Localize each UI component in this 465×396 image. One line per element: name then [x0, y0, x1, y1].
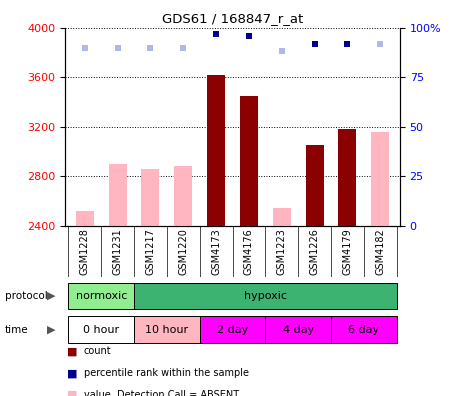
Text: GSM1217: GSM1217: [146, 228, 155, 275]
Bar: [109, 164, 126, 226]
Text: 10 hour: 10 hour: [145, 325, 188, 335]
Text: ▶: ▶: [46, 325, 55, 335]
Text: GSM4182: GSM4182: [375, 228, 385, 275]
Text: ■: ■: [67, 368, 78, 378]
Text: GSM4173: GSM4173: [211, 228, 221, 275]
Text: percentile rank within the sample: percentile rank within the sample: [84, 368, 249, 378]
Point: [179, 44, 187, 51]
Bar: [134, 316, 199, 343]
Bar: [199, 316, 266, 343]
Bar: [331, 316, 397, 343]
Bar: [306, 145, 324, 226]
Text: protocol: protocol: [5, 291, 47, 301]
Text: count: count: [84, 346, 111, 356]
Text: value, Detection Call = ABSENT: value, Detection Call = ABSENT: [84, 390, 239, 396]
Point: [147, 44, 154, 51]
Text: GSM4176: GSM4176: [244, 228, 254, 275]
Bar: [134, 283, 397, 309]
Text: GSM1231: GSM1231: [113, 228, 123, 275]
Point: [311, 40, 318, 47]
Text: 0 hour: 0 hour: [83, 325, 119, 335]
Bar: [68, 316, 134, 343]
Point: [213, 30, 220, 37]
Text: GSM1228: GSM1228: [80, 228, 90, 275]
Text: GSM1220: GSM1220: [178, 228, 188, 275]
Bar: [141, 169, 159, 226]
Bar: [240, 96, 258, 226]
Text: GSM1226: GSM1226: [310, 228, 319, 275]
Point: [81, 44, 88, 51]
Text: hypoxic: hypoxic: [244, 291, 287, 301]
Text: time: time: [5, 325, 28, 335]
Point: [377, 40, 384, 47]
Text: 2 day: 2 day: [217, 325, 248, 335]
Text: ■: ■: [67, 346, 78, 356]
Bar: [272, 208, 291, 226]
Point: [245, 32, 252, 39]
Bar: [76, 211, 94, 226]
Text: GSM1223: GSM1223: [277, 228, 287, 275]
Text: 4 day: 4 day: [283, 325, 314, 335]
Bar: [266, 316, 331, 343]
Bar: [68, 283, 134, 309]
Text: normoxic: normoxic: [75, 291, 127, 301]
Title: GDS61 / 168847_r_at: GDS61 / 168847_r_at: [162, 12, 303, 25]
Bar: [207, 75, 225, 226]
Bar: [174, 166, 193, 226]
Text: 6 day: 6 day: [348, 325, 379, 335]
Bar: [371, 131, 389, 226]
Point: [114, 44, 121, 51]
Bar: [339, 129, 356, 226]
Text: ■: ■: [67, 390, 78, 396]
Point: [344, 40, 351, 47]
Point: [278, 48, 286, 55]
Text: GSM4179: GSM4179: [342, 228, 352, 275]
Text: ▶: ▶: [46, 291, 55, 301]
